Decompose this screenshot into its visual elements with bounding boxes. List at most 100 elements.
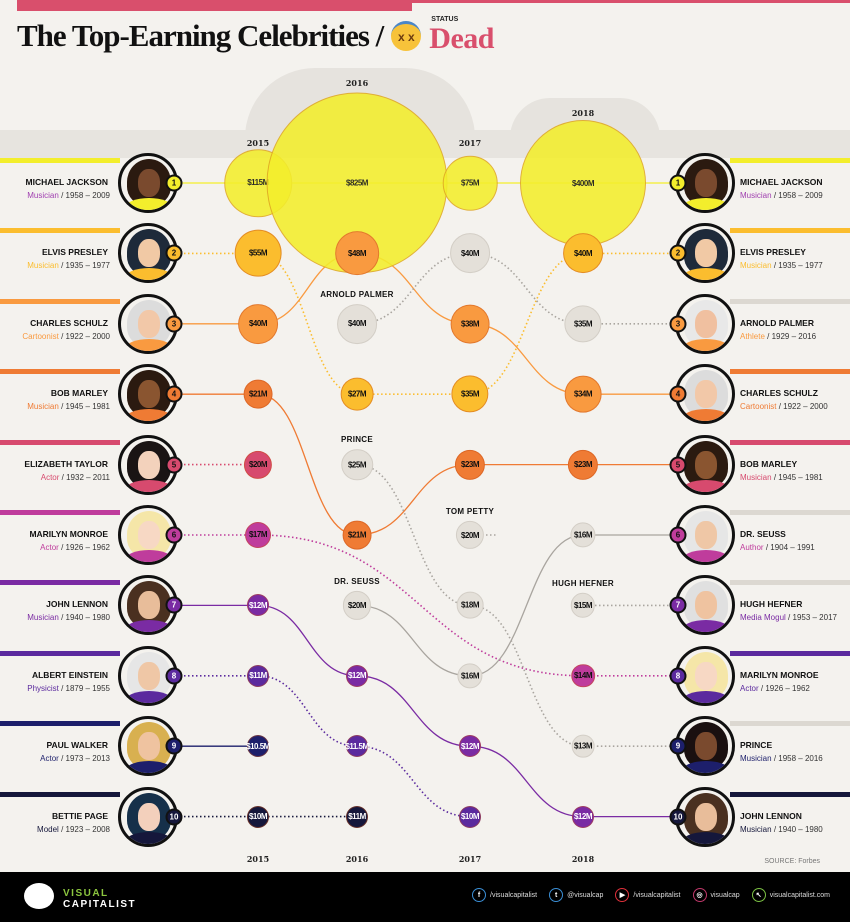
bubble-2017-row-4: $35M <box>451 375 489 413</box>
rank-color-bar <box>730 510 850 515</box>
bubble-2016-row-10: $11M <box>346 805 368 828</box>
profession: Actor <box>40 472 60 482</box>
celebrity-details: Actor / 1973 – 2013 <box>40 754 110 763</box>
celebrity-name: CHARLES SCHULZ <box>740 388 818 399</box>
rank-color-bar <box>0 228 120 234</box>
status-block: STATUS Dead <box>429 16 494 54</box>
life-years: / 1958 – 2009 <box>773 191 823 200</box>
celebrity-details: Cartoonist / 1922 – 2000 <box>740 402 828 411</box>
rank-badge: 3 <box>165 315 183 333</box>
bubble-2015-row-9: $10.5M <box>246 735 270 758</box>
social-link-1[interactable]: t @visualcap <box>549 888 603 902</box>
celebrity-name: HUGH HEFNER <box>740 599 803 610</box>
social-handle: /visualcapitalist <box>490 891 538 899</box>
youtube-icon: ▶ <box>615 888 630 902</box>
social-link-3[interactable]: ◎ visualcap <box>692 888 740 902</box>
rank-color-bar <box>730 298 850 304</box>
celebrity-portrait <box>675 223 735 284</box>
life-years: / 1958 – 2016 <box>773 754 823 764</box>
rank-badge: 10 <box>669 808 687 826</box>
bubble-2015-row-4: $21M <box>243 379 273 409</box>
track-line-john-lennon <box>180 604 675 818</box>
social-handle: /visualcapitalist <box>633 891 681 899</box>
header: The Top-Earning Celebrities / x x STATUS… <box>17 16 494 54</box>
celebrity-name: DR. SEUSS <box>740 529 786 539</box>
social-handle: visualcap <box>710 891 740 899</box>
profession: Model <box>37 824 59 834</box>
bubble-2018-row-3: $35M <box>564 305 602 343</box>
bubble-2017-row-1: $75M <box>442 155 498 211</box>
bubble-2016-row-5: $25M <box>341 448 373 481</box>
celebrity-details: Actor / 1926 – 1962 <box>740 684 810 693</box>
bubble-2017-row-2: $40M <box>450 233 490 274</box>
rank-badge: 4 <box>669 385 687 403</box>
celebrity-name: BOB MARLEY <box>740 458 798 469</box>
rank-badge: 5 <box>669 456 687 474</box>
rank-badge: 1 <box>165 174 183 192</box>
bubble-2016-row-7: $20M <box>342 591 372 620</box>
top-year-label-2018: 2018 <box>571 108 595 118</box>
bubble-2016-row-6: $21M <box>342 520 372 550</box>
rank-color-bar <box>0 439 120 445</box>
bubble-2016-row-9: $11.5M <box>345 735 369 758</box>
celebrity-details: Model / 1923 – 2008 <box>37 825 110 834</box>
life-years: / 1926 – 1962 <box>760 683 810 693</box>
life-years: / 1940 – 1980 <box>773 824 823 834</box>
profession: Author <box>740 543 764 552</box>
life-years: / 1953 – 2017 <box>788 613 837 623</box>
bubble-2016-row-4: $27M <box>340 377 374 411</box>
bubble-2017-row-7: $18M <box>456 592 484 619</box>
life-years: / 1958 – 2009 <box>61 191 110 200</box>
footer <box>0 872 850 922</box>
rank-badge: 1 <box>669 174 687 192</box>
bubble-2015-row-10: $10M <box>247 805 269 828</box>
track-line-elvis-presley <box>180 252 675 396</box>
bubble-2015-row-5: $20M <box>243 450 273 479</box>
rank-color-bar <box>0 369 120 375</box>
profession: Actor <box>740 683 759 693</box>
logo-text-bottom: CAPITALIST <box>63 899 137 910</box>
celebrity-portrait <box>675 505 735 565</box>
bubble-2017-row-10: $10M <box>459 805 481 828</box>
page-title: The Top-Earning Celebrities / <box>17 18 384 53</box>
celebrity-name: JOHN LENNON <box>46 599 108 610</box>
celebrity-name: MICHAEL JACKSON <box>740 177 823 187</box>
life-years: / 1932 – 2011 <box>61 472 110 482</box>
profession: Musician <box>740 824 772 834</box>
celebrity-name: BOB MARLEY <box>50 388 108 399</box>
bubble-2018-row-9: $13M <box>571 734 595 758</box>
rank-badge: 8 <box>165 667 183 685</box>
life-years: / 1922 – 2000 <box>61 331 110 341</box>
social-link-2[interactable]: ▶/visualcapitalist <box>615 888 681 902</box>
top-accent-line <box>412 0 850 3</box>
celebrity-name: MICHAEL JACKSON <box>25 177 109 187</box>
rank-badge: 6 <box>669 526 687 544</box>
profession: Media Mogul <box>740 613 786 623</box>
celebrity-portrait <box>675 575 735 636</box>
celebrity-details: Author / 1904 – 1991 <box>740 543 815 552</box>
dead-face-emoji-icon: x x <box>391 21 422 51</box>
bubble-2018-row-1: $400M <box>520 120 646 246</box>
bubble-2018-row-8: $14M <box>571 664 595 688</box>
new-entry-label: TOM PETTY <box>445 506 495 516</box>
celebrity-details: Musician / 1935 – 1977 <box>740 261 823 270</box>
rank-color-bar <box>0 158 120 163</box>
celebrity-portrait <box>118 364 178 425</box>
celebrity-portrait <box>118 505 178 565</box>
celebrity-name: ELIZABETH TAYLOR <box>24 458 108 469</box>
rank-color-bar <box>730 791 850 797</box>
track-line-marilyn-monroe <box>180 534 675 677</box>
profession: Musician <box>740 754 772 764</box>
celebrity-name: BETTIE PAGE <box>51 810 108 821</box>
rank-color-bar <box>730 580 850 586</box>
social-link-4[interactable]: ↖ visualcapitalist.com <box>751 888 830 902</box>
social-link-0[interactable]: f/visualcapitalist <box>472 888 537 902</box>
life-years: / 1940 – 1980 <box>61 613 110 623</box>
rank-badge: 3 <box>669 315 687 333</box>
rank-color-bar <box>0 580 120 586</box>
top-year-label-2016: 2016 <box>345 78 369 88</box>
bubble-2016-row-3: $40M <box>337 303 377 344</box>
rank-color-bar <box>730 721 850 727</box>
profession: Musician <box>27 191 59 200</box>
life-years: / 1973 – 2013 <box>61 754 110 764</box>
